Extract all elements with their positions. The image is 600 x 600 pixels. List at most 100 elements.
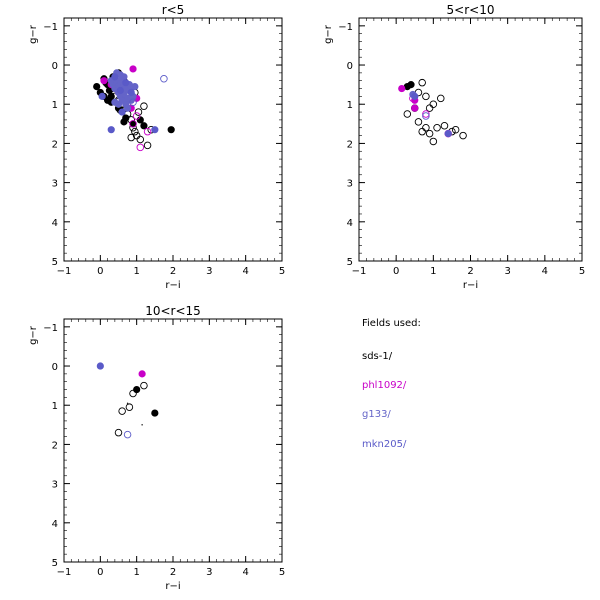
plot-frame: [63, 17, 283, 262]
x-tick-label: 0: [97, 266, 103, 277]
point-mkn205-filled: [127, 88, 135, 97]
panel-title: 5<r<10: [447, 3, 495, 17]
point-sds1-open: [440, 122, 449, 130]
point-sds1-open: [451, 125, 460, 134]
x-tick-label: 1: [133, 567, 139, 578]
y-tick-label: 4: [52, 519, 58, 530]
point-sds1-open: [127, 133, 135, 142]
point-sds1-filled: [136, 116, 144, 124]
point-phl1092-open: [422, 110, 430, 118]
point-mkn205-filled: [116, 86, 124, 95]
y-tick-label: 3: [52, 480, 58, 491]
point-phl1092-open: [143, 127, 152, 136]
point-sds1-open: [437, 94, 445, 103]
point-sds1-open: [129, 123, 137, 132]
point-sds1-open: [136, 135, 145, 144]
point-phl1092-open: [129, 120, 137, 128]
x-tick-label: 4: [242, 567, 248, 578]
point-mkn205-open: [160, 74, 168, 83]
x-tick-label: 5: [279, 266, 285, 277]
y-tick-label: 5: [52, 257, 58, 268]
x-axis-label: r−i: [463, 280, 478, 291]
y-tick-label: 5: [347, 257, 353, 268]
point-g133-filled: [123, 104, 132, 112]
point-sds1-open: [403, 110, 412, 118]
x-tick-label: 3: [206, 266, 212, 277]
point-sds1-open: [433, 123, 441, 132]
point-sds1-open: [425, 104, 434, 112]
x-tick-label: 5: [279, 567, 285, 578]
point-sds1-open: [127, 116, 135, 124]
point-sds1-open: [418, 78, 426, 87]
point-mkn205-filled: [96, 362, 104, 370]
point-sds1-open: [118, 407, 126, 415]
point-sds1-dot: [126, 402, 129, 404]
point-sds1-filled: [407, 81, 415, 89]
point-phl1092-filled: [100, 77, 108, 85]
point-sds1-open: [414, 118, 423, 126]
y-tick-label: 2: [52, 440, 58, 451]
point-sds1-filled: [93, 82, 101, 91]
point-mkn205-filled: [444, 130, 452, 138]
y-tick-label: 0: [52, 61, 58, 72]
y-tick-label: 0: [347, 61, 353, 72]
x-tick-label: −1: [352, 266, 367, 277]
legend-title: Fields used:: [362, 318, 421, 329]
x-tick-label: 1: [133, 266, 139, 277]
y-tick-label: 1: [52, 401, 58, 412]
x-tick-label: 4: [542, 266, 548, 277]
plot-frame: [358, 17, 583, 262]
point-sds1-filled: [167, 126, 175, 134]
point-phl1092-filled: [411, 104, 419, 112]
panel-title: r<5: [162, 3, 185, 17]
point-sds1-filled: [104, 96, 112, 104]
x-tick-label: 4: [242, 266, 248, 277]
point-phl1092-filled: [138, 370, 146, 378]
x-tick-label: 2: [170, 567, 176, 578]
y-tick-label: 3: [347, 179, 353, 190]
x-tick-label: 5: [579, 266, 585, 277]
x-tick-label: 0: [393, 266, 399, 277]
x-tick-label: −1: [57, 266, 72, 277]
y-tick-label: −1: [338, 22, 353, 33]
point-sds1-filled: [151, 409, 159, 417]
point-g133-filled: [114, 100, 123, 108]
x-tick-label: 3: [504, 266, 510, 277]
point-mkn205-filled: [411, 92, 419, 100]
point-sds1-filled: [133, 385, 141, 394]
y-tick-label: 1: [52, 100, 58, 111]
point-mkn205-filled: [122, 79, 130, 87]
legend-item-g133: g133/: [362, 409, 391, 420]
point-sds1-dot: [141, 424, 143, 426]
point-sds1-open: [459, 131, 467, 140]
point-mkn205-open: [123, 430, 132, 439]
point-sds1-open: [418, 127, 426, 136]
y-tick-label: 0: [52, 362, 58, 373]
point-phl1092-open: [136, 143, 145, 152]
point-sds1-open: [429, 137, 438, 146]
y-tick-label: 5: [52, 558, 58, 569]
y-axis-label: g−r: [28, 24, 39, 44]
point-g133-filled: [131, 82, 139, 91]
point-sds1-filled: [120, 118, 128, 126]
point-mkn205-filled: [111, 73, 119, 81]
point-mkn205-filled: [107, 126, 115, 134]
y-tick-label: 2: [347, 139, 353, 150]
point-mkn205-filled: [118, 108, 126, 116]
x-tick-label: −1: [57, 567, 72, 578]
point-sds1-open: [140, 381, 148, 390]
point-sds1-open: [429, 100, 438, 108]
point-sds1-open: [114, 428, 123, 437]
x-tick-label: 2: [467, 266, 473, 277]
x-tick-label: 0: [97, 567, 103, 578]
point-sds1-open: [422, 123, 430, 132]
point-phl1092-filled: [398, 84, 406, 93]
y-tick-label: 4: [347, 218, 353, 229]
point-sds1-open: [129, 389, 137, 398]
legend-item-mkn205: mkn205/: [362, 439, 407, 450]
point-sds1-open: [134, 108, 143, 116]
